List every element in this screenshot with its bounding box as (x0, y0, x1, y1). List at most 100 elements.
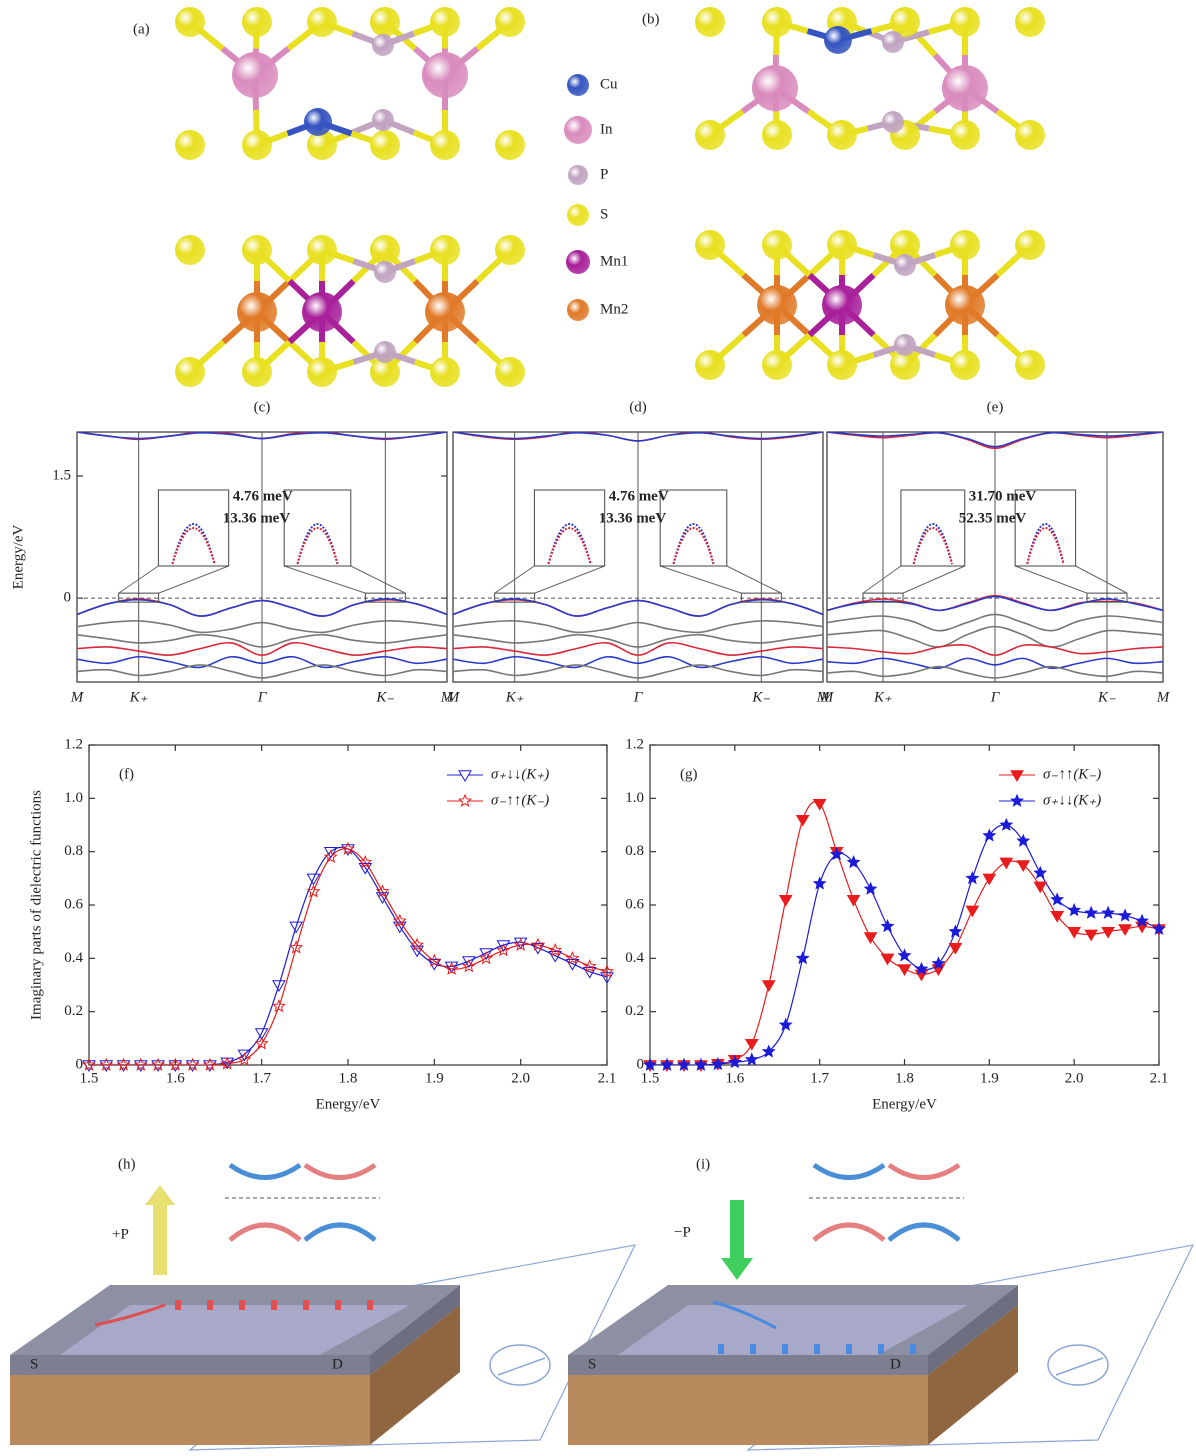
atom (894, 254, 916, 276)
film-front (568, 1355, 928, 1375)
atom (757, 285, 797, 325)
series-group (650, 802, 1159, 1065)
point (100, 1061, 112, 1071)
atom (430, 357, 460, 387)
legend-atom (568, 165, 588, 185)
x-tick-label: M (70, 689, 85, 705)
atom (242, 357, 272, 387)
point (899, 950, 910, 961)
x-axis-label: Energy/eV (316, 1096, 381, 1112)
y-tick-label: 1.2 (64, 736, 83, 752)
x-tick-label: M (446, 689, 461, 705)
atom (950, 230, 980, 260)
x-tick-label: K₊ (129, 689, 148, 705)
point (1034, 882, 1046, 892)
x-tick-label: 1.5 (80, 1070, 99, 1086)
point (1068, 927, 1080, 937)
atom (232, 52, 278, 98)
atom (430, 235, 460, 265)
point (152, 1061, 164, 1071)
atom (762, 120, 792, 150)
atom (242, 235, 272, 265)
point (135, 1061, 147, 1071)
x-tick-label: 1.8 (895, 1070, 914, 1086)
y-tick-label: 1.0 (625, 790, 644, 806)
panel-label: (e) (987, 399, 1004, 415)
spin-arrow (846, 1344, 852, 1354)
zoom-link (535, 566, 605, 593)
x-tick-label: 1.9 (425, 1070, 444, 1086)
atom (824, 26, 852, 54)
x-tick-label: K₋ (751, 689, 770, 705)
atom (752, 65, 798, 111)
point (746, 1054, 757, 1065)
legend-label: In (600, 121, 613, 137)
atom (304, 108, 332, 136)
spin-arrow (814, 1344, 820, 1354)
atom (827, 350, 857, 380)
point (882, 920, 893, 931)
zoom-link (727, 566, 782, 593)
zoom-link (903, 566, 965, 593)
zoom-link (284, 566, 365, 593)
atom (894, 334, 916, 356)
legend-marker (459, 771, 471, 781)
ammeter (490, 1345, 550, 1385)
point (814, 878, 825, 889)
atom (175, 130, 205, 160)
x-tick-label: K₋ (375, 689, 394, 705)
y-axis-label: Imaginary parts of dielectric functions (28, 790, 44, 1020)
x-tick-label: 1.7 (252, 1070, 271, 1086)
atom (302, 292, 342, 332)
atom (175, 235, 205, 265)
atom (372, 109, 394, 131)
atom (425, 292, 465, 332)
atom (374, 341, 396, 363)
legend-label: P (600, 166, 608, 182)
atom (762, 7, 792, 37)
x-tick-label: M (820, 689, 835, 705)
y-axis-label: Energy/eV (10, 524, 26, 589)
atom (495, 7, 525, 37)
atom (827, 230, 857, 260)
device: SD(i)−P (568, 1156, 1193, 1450)
spin-arrow (367, 1300, 373, 1310)
x-tick-label: 1.9 (980, 1070, 999, 1086)
spin-arrow (239, 1300, 245, 1310)
y-tick-label: 1.0 (64, 790, 83, 806)
panel-label: (c) (254, 399, 271, 415)
legend-atom (566, 250, 590, 274)
y-tick-label: 0 (64, 590, 72, 606)
band-icon (889, 1165, 959, 1178)
figure: (a)(b)CuInPSMn1Mn2(c)01.5MK₊ΓK₋MEnergy/e… (0, 0, 1196, 1456)
x-tick-label: Γ (257, 689, 268, 705)
plot: (e)MK₊ΓK₋M31.70 meV52.35 meV (820, 399, 1171, 705)
atom (370, 7, 400, 37)
atom (827, 120, 857, 150)
atom (175, 357, 205, 387)
atom (695, 230, 725, 260)
point (882, 954, 894, 964)
gap-annotation: 4.76 meV (609, 488, 669, 504)
y-tick-label: 0.8 (625, 843, 644, 859)
spin-arrow (175, 1300, 181, 1310)
atom (242, 130, 272, 160)
point (797, 952, 808, 963)
point (983, 874, 995, 884)
atom (495, 235, 525, 265)
x-tick-label: K₋ (1097, 689, 1116, 705)
x-tick-label: 2.0 (1065, 1070, 1084, 1086)
panel-label: (a) (133, 21, 150, 37)
drain-label: D (332, 1356, 343, 1372)
gap-annotation: 52.35 meV (959, 510, 1027, 526)
atom (950, 7, 980, 37)
panel-label: (d) (629, 399, 647, 415)
y-tick-label: 1.5 (52, 467, 71, 483)
point (204, 1061, 216, 1071)
zoom-link (159, 566, 229, 593)
point (746, 1039, 758, 1049)
point (950, 926, 961, 937)
zoom-link (1076, 566, 1127, 593)
spin-arrow (750, 1344, 756, 1354)
